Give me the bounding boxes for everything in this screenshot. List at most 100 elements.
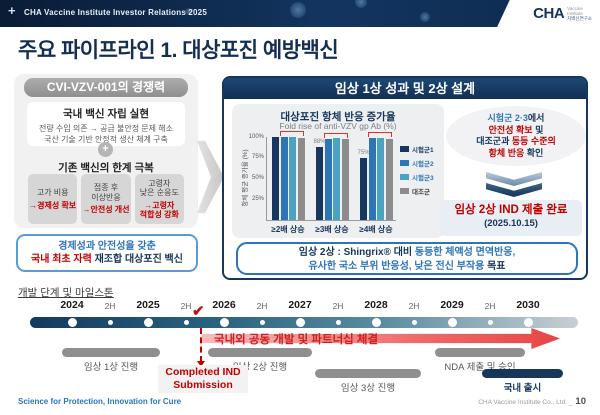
antibody-chart: 대상포진 항체 반응 증가율 Fold rise of anti-VZV gp … — [232, 104, 444, 238]
chart-bar — [341, 138, 349, 220]
chart-bar — [333, 137, 340, 220]
timeline-dot — [219, 318, 229, 327]
timeline-dot — [411, 320, 417, 325]
legend-item: 대조군 — [400, 186, 434, 196]
chart-bar — [316, 146, 323, 220]
bokeh-decoration — [355, 0, 367, 8]
footer-company: CHA Vaccine Institute Co., Ltd. _ 10 — [478, 396, 586, 407]
bokeh-decoration — [185, 8, 192, 15]
logo-area: CHA Vaccine Institute 차백신연구소 — [497, 0, 600, 27]
limitation-solution: →경제성 확보 — [29, 200, 77, 210]
legend-swatch — [400, 188, 409, 194]
x-category-label: ≥2배 상승 — [271, 225, 305, 234]
timeline-dot — [143, 318, 153, 327]
chart-bar — [385, 139, 393, 220]
gantt-bar-label: 임상 2상 진행 — [232, 362, 288, 373]
phase2-goal-box: 임상 2상 : Shingrix® 대비 동등한 체액성 면역반응, 유사한 국소… — [236, 242, 578, 275]
gantt-bar-label: NDA 제출 및 승인 — [444, 362, 516, 373]
logo-sub-line: 차백신연구소 — [567, 16, 592, 21]
banner-title: CHA Vaccine Institute Investor Relations… — [24, 8, 207, 17]
goal-line: 유사한 국소 부위 반응성, 낮은 전신 부작용 목표 — [238, 260, 576, 274]
text-segment: 확인 — [524, 147, 544, 158]
text-segment: 동등한 체액성 면역반응, — [414, 247, 516, 258]
limitation-box: 접종 후 이상반응 →안전성 개선 — [81, 174, 131, 224]
result-callout-oval: 시험군 2·3에서 안전성 확보 및 대조군과 동등 수준의 항체 반응 확인 — [446, 106, 586, 166]
partnership-arrow-label: 국내외 공동 개발 및 파트너십 체결 — [214, 334, 379, 346]
chart-title: 대상포진 항체 반응 증가율 — [280, 111, 396, 123]
self-reliance-line: 국산 기술 기반 안정적 생산 체계 구축 — [44, 134, 168, 144]
timeline-dot — [183, 320, 189, 325]
limitation-box: 고령자 낮은 순응도 →고령자 적합성 강화 — [134, 174, 184, 224]
legend-item: 시험군2 — [400, 158, 434, 168]
gantt-bar — [208, 348, 312, 357]
self-reliance-line: 전량 수입 의존 → 공급 불안정 문제 해소 — [39, 124, 173, 133]
summary-box: 경제성과 안전성을 갖춘 국내 최초 자력 재조합 대상포진 백신 — [16, 234, 198, 272]
chart-subtitle: Fold rise of anti-VZV gp Ab (%) — [279, 121, 397, 131]
legend-label: 시험군2 — [412, 161, 434, 168]
limitation-solution: →고령자 적합성 강화 — [139, 200, 179, 220]
legend-swatch — [400, 174, 409, 180]
timeline-tick-label: 2H — [408, 301, 420, 311]
comparison-bracket — [323, 132, 348, 138]
completed-ind-line: Completed IND — [165, 366, 241, 378]
timeline-dot — [487, 320, 493, 325]
comparison-bracket — [367, 131, 392, 137]
chart-bar — [280, 137, 288, 220]
timeline-dot — [523, 318, 533, 327]
self-reliance-title: 국내 백신 자립 실현 — [62, 108, 150, 120]
timeline-tick-label: 2H — [256, 301, 268, 311]
bokeh-decoration — [290, 2, 306, 18]
completed-ind-note: Completed IND Submission — [158, 365, 248, 393]
gantt-bar — [315, 369, 421, 378]
callout-line: 대조군과 동등 수준의 — [446, 136, 586, 148]
gantt-bar-label: 임상 3상 진행 — [340, 383, 396, 394]
crosshair-icon: + — [8, 3, 16, 18]
limitation-problem: 고령자 낮은 순응도 — [139, 178, 179, 198]
timeline-tick-label: 2H — [180, 301, 192, 311]
gantt-bar — [435, 348, 525, 357]
completed-ind-line: Submission — [173, 379, 233, 391]
clinical-panel-header: 임상 1상 성과 및 2상 설계 — [224, 78, 586, 99]
chart-legend: 시험군1 시험군2 시험군3 대조군 — [400, 144, 434, 200]
checkmark-icon: ✔ — [192, 303, 205, 320]
timeline-tick-label: 2024 — [60, 299, 84, 311]
text-segment: 시험군 2·3 — [487, 113, 528, 123]
logo-subtext: Vaccine Institute 차백신연구소 — [567, 6, 592, 21]
timeline-tick-label: 2026 — [212, 299, 236, 311]
summary-line: 국내 최초 자력 재조합 대상포진 백신 — [18, 253, 196, 266]
callout-line: 항체 반응 확인 — [446, 148, 586, 160]
milestone-section-title: 개발 단계 및 마일스톤 — [18, 287, 114, 299]
chart-bar — [360, 157, 367, 220]
chevron-down-icon — [486, 172, 542, 186]
x-category-label: ≥3배 상승 — [315, 225, 349, 234]
legend-item: 시험군3 — [400, 172, 434, 182]
timeline-tick-label: 2H — [104, 301, 116, 311]
text-segment: 대조군과 — [476, 136, 512, 146]
limitation-solution: →안전성 개선 — [82, 205, 130, 215]
x-category-label: ≥4배 상승 — [359, 225, 393, 234]
top-banner: + CHA Vaccine Institute Investor Relatio… — [0, 0, 600, 27]
right-arrow-icon — [197, 140, 224, 214]
competitiveness-panel: CVI-VZV-001의 경쟁력 국내 백신 자립 실현 전량 수입 의존 → … — [14, 74, 198, 228]
text-segment: 동등 수준의 — [511, 136, 556, 146]
legend-item: 시험군1 — [400, 144, 434, 154]
text-segment: 국내 최초 자력 — [31, 254, 92, 265]
ind-date: (2025.10.15) — [484, 218, 538, 229]
text-segment: 에서 — [527, 113, 545, 123]
timeline-tick-label: 2H — [484, 301, 496, 311]
legend-label: 시험군3 — [412, 175, 434, 182]
logo-sub-line: Institute — [567, 11, 583, 16]
text-segment: 항체 반응 — [488, 147, 525, 158]
legend-swatch — [400, 160, 409, 166]
text-segment: 임상 2상 : Shingrix® 대비 — [298, 247, 415, 258]
plus-icon: + — [98, 142, 113, 157]
chart-bar — [368, 137, 376, 220]
footer-company-name: CHA Vaccine Institute Co., Ltd. _ — [478, 399, 573, 406]
page-title: 주요 파이프라인 1. 대상포진 예방백신 — [18, 39, 339, 62]
competitiveness-header: CVI-VZV-001의 경쟁력 — [24, 78, 188, 97]
limitation-boxes: 고가 비용 →경제성 확보 접종 후 이상반응 →안전성 개선 고령자 낮은 순응도 →고… — [28, 174, 184, 224]
callout-line: 시험군 2·3에서 — [446, 113, 586, 125]
timeline-dot — [335, 320, 341, 325]
goal-line: 임상 2상 : Shingrix® 대비 동등한 체액성 면역반응, — [238, 246, 576, 260]
